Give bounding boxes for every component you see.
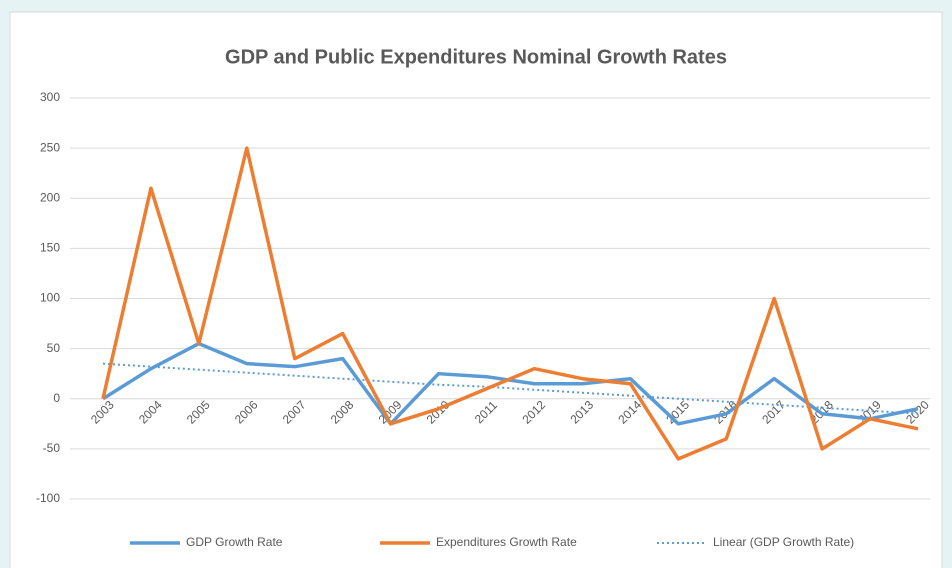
y-tick-label: 150: [40, 241, 60, 255]
chart-panel: [9, 11, 943, 568]
chart-title: GDP and Public Expenditures Nominal Grow…: [225, 46, 727, 68]
y-tick-label: 100: [40, 291, 60, 305]
legend-label: Expenditures Growth Rate: [436, 535, 577, 549]
y-tick-label: 250: [40, 140, 60, 154]
y-tick-label: 0: [53, 391, 60, 405]
y-tick-label: 300: [40, 90, 60, 104]
legend-label: GDP Growth Rate: [186, 535, 283, 549]
y-tick-label: -50: [43, 441, 61, 455]
y-tick-label: 50: [47, 341, 61, 355]
series-line: [101, 146, 919, 461]
series-line: [102, 362, 919, 415]
y-tick-label: -100: [36, 491, 60, 505]
y-tick-label: 200: [40, 190, 60, 204]
legend-label: Linear (GDP Growth Rate): [713, 535, 854, 549]
